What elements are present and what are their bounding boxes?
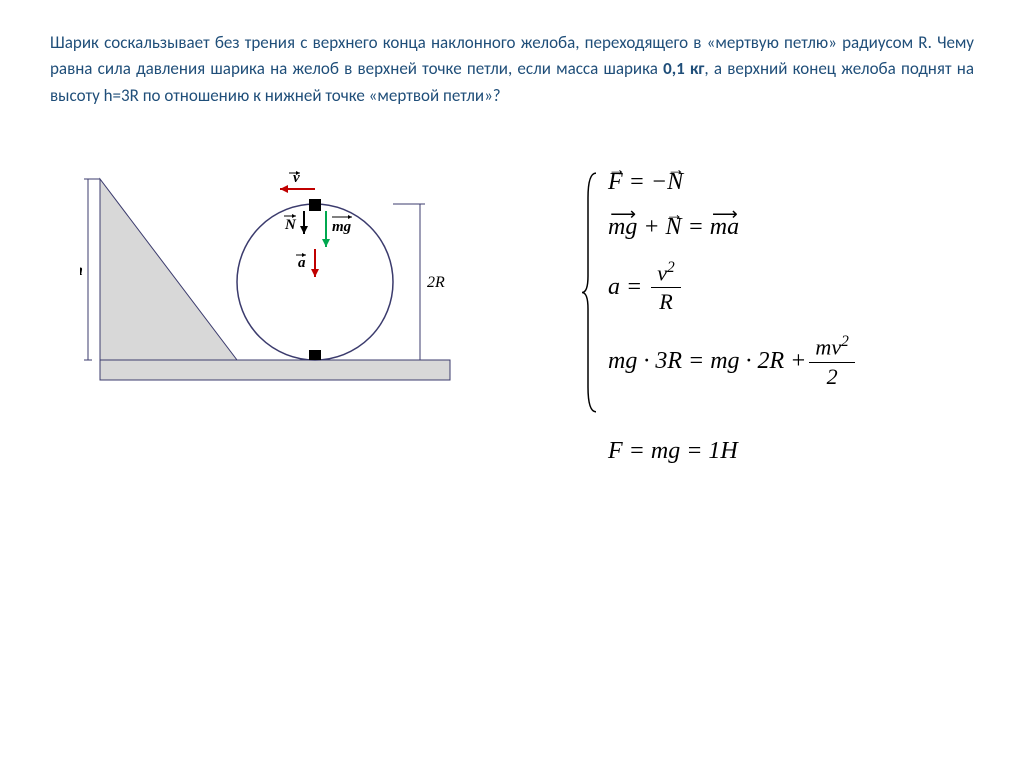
equation-final: F = mg = 1H	[608, 438, 858, 465]
content-row: v N mg a h	[50, 149, 974, 465]
label-a: a	[298, 255, 306, 271]
equation-1: →F = −→N	[608, 169, 858, 196]
problem-mass: 0,1 кг	[663, 58, 704, 79]
brace-icon	[580, 169, 600, 416]
equation-4: mg · 3R = mg · 2R + mv2 2	[608, 333, 858, 389]
physics-diagram: v N mg a h	[80, 149, 460, 394]
label-h: h	[80, 262, 83, 279]
equation-3: a = v2 R	[608, 259, 858, 315]
equations-block: →F = −→N ⟶mg + →N = ⟶ma a = v2 R	[580, 169, 858, 465]
label-2R: 2R	[427, 274, 445, 291]
label-N: N	[284, 217, 297, 233]
problem-statement: Шарик соскальзывает без трения с верхнег…	[50, 30, 974, 109]
equation-2: ⟶mg + →N = ⟶ma	[608, 214, 858, 241]
label-mg: mg	[332, 219, 352, 235]
